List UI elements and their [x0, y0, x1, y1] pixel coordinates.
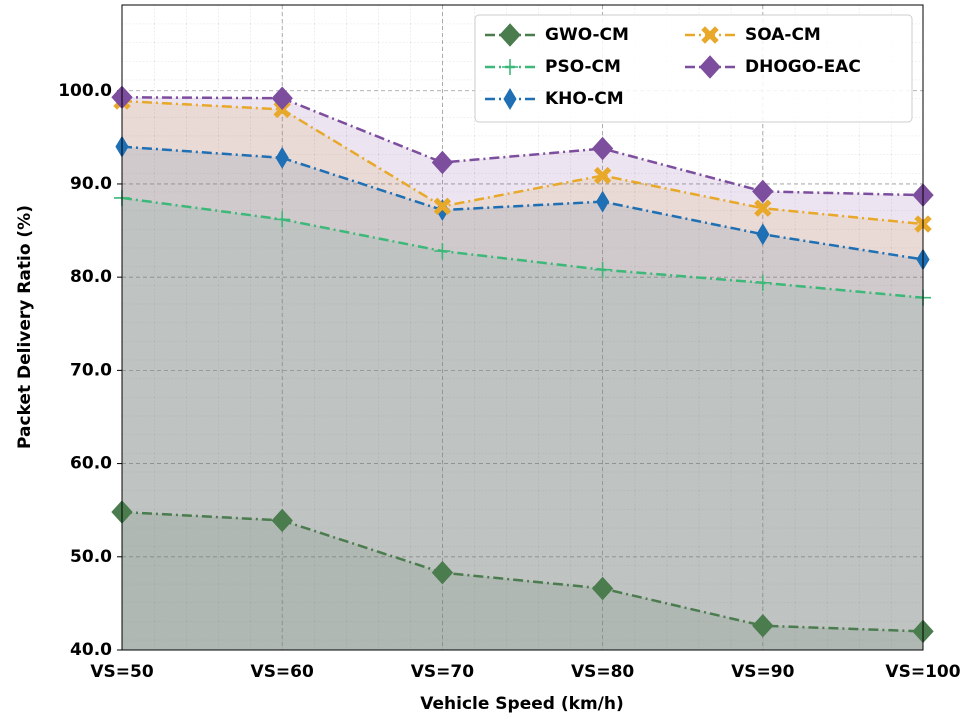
marker	[275, 146, 289, 169]
marker	[699, 55, 721, 79]
legend-box	[474, 14, 913, 123]
marker	[756, 223, 770, 246]
legend-label: DHOGO-EAC	[745, 57, 861, 77]
area	[122, 197, 923, 651]
marker	[502, 59, 518, 75]
series-line	[121, 96, 924, 197]
marker	[499, 23, 521, 47]
legend-label: SOA-CM	[745, 25, 821, 45]
x-tick-label: VS=60	[251, 662, 314, 682]
area	[122, 146, 923, 650]
marker	[591, 576, 614, 601]
marker	[271, 86, 293, 110]
series-line	[121, 196, 924, 299]
marker	[596, 190, 610, 213]
y-tick-label: 80.0	[70, 267, 112, 287]
marker	[271, 508, 293, 533]
legend-label: KHO-CM	[545, 89, 624, 109]
marker	[433, 197, 452, 216]
x-tick-label: VS=80	[571, 662, 634, 682]
marker	[591, 136, 614, 161]
marker	[754, 199, 772, 217]
marker	[274, 211, 291, 228]
y-tick-label: 70.0	[70, 360, 112, 380]
marker	[754, 274, 771, 291]
legend-label: GWO-CM	[545, 25, 629, 45]
marker	[431, 560, 454, 585]
y-tick-label: 40.0	[70, 640, 112, 660]
plot-frame	[121, 4, 924, 651]
y-tick-label: 50.0	[70, 547, 112, 567]
series-line	[121, 510, 924, 633]
area	[122, 97, 923, 651]
marker	[503, 88, 517, 110]
x-tick-label: VS=50	[90, 662, 153, 682]
series-line	[121, 145, 924, 261]
x-tick-label: VS=90	[731, 662, 794, 682]
series-line	[121, 99, 924, 226]
marker	[752, 614, 774, 638]
y-tick-label: 100.0	[58, 81, 112, 101]
marker	[593, 166, 612, 185]
marker	[594, 261, 611, 278]
y-tick-label: 90.0	[70, 174, 112, 194]
marker	[431, 150, 454, 175]
x-axis-label: Vehicle Speed (km/h)	[420, 694, 623, 714]
marker	[752, 179, 774, 204]
x-tick-label: VS=70	[411, 662, 474, 682]
y-axis-label: Packet Delivery Ratio (%)	[15, 205, 35, 449]
area	[122, 101, 923, 650]
marker	[701, 26, 719, 44]
marker	[434, 243, 451, 260]
y-tick-label: 60.0	[70, 454, 112, 474]
x-tick-label: VS=100	[885, 662, 960, 682]
legend-label: PSO-CM	[545, 57, 621, 77]
